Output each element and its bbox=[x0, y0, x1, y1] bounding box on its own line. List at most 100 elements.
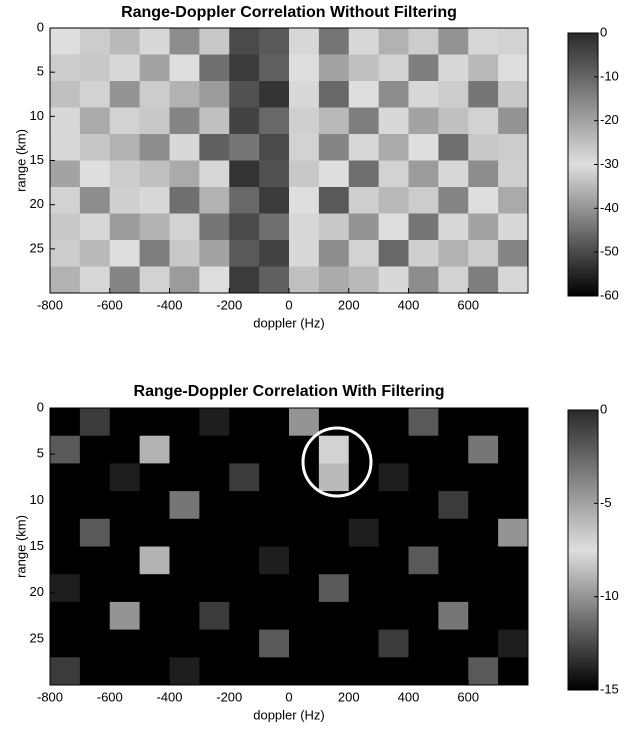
heatmap-cell bbox=[438, 28, 469, 55]
heatmap-cell bbox=[79, 266, 111, 294]
heatmap-cell bbox=[318, 463, 350, 492]
heatmap-cell bbox=[109, 54, 141, 82]
heatmap-cell bbox=[169, 266, 200, 294]
heatmap-cell bbox=[378, 491, 409, 520]
heatmap-cell bbox=[199, 601, 230, 631]
heatmap-cell bbox=[378, 601, 409, 631]
heatmap-cell bbox=[229, 240, 260, 267]
heatmap-cell bbox=[79, 601, 111, 631]
heatmap-cell bbox=[498, 28, 529, 55]
heatmap-cell bbox=[169, 574, 200, 603]
heatmap-cell bbox=[229, 134, 260, 161]
heatmap-cell bbox=[229, 160, 260, 188]
colorbar bbox=[567, 32, 599, 297]
heatmap-cell bbox=[289, 28, 320, 55]
colorbar-tick-label: -20 bbox=[600, 112, 619, 127]
heatmap-cell bbox=[169, 240, 200, 267]
heatmap-cell bbox=[318, 629, 350, 658]
heatmap-cell bbox=[79, 187, 111, 214]
heatmap-cell bbox=[408, 81, 439, 108]
heatmap-cell bbox=[139, 160, 170, 188]
heatmap-cell bbox=[229, 463, 260, 492]
heatmap-cell bbox=[229, 546, 260, 575]
heatmap-cell bbox=[289, 160, 320, 188]
heatmap-cell bbox=[468, 213, 499, 241]
heatmap-cell bbox=[139, 574, 170, 603]
y-tick-label: 5 bbox=[37, 446, 44, 461]
heatmap-cell bbox=[109, 601, 141, 631]
heatmap-cell bbox=[229, 574, 260, 603]
heatmap-cell bbox=[498, 546, 529, 575]
heatmap-cell bbox=[259, 435, 290, 464]
heatmap-cell bbox=[50, 187, 81, 214]
heatmap-cell bbox=[438, 213, 469, 241]
y-tick-label: 20 bbox=[30, 196, 44, 211]
heatmap-cell bbox=[408, 435, 439, 464]
heatmap-cell bbox=[289, 518, 320, 547]
x-tick-label: 0 bbox=[285, 297, 292, 312]
heatmap-cell bbox=[498, 574, 529, 603]
heatmap-cell bbox=[199, 28, 230, 55]
x-tick-label: -400 bbox=[156, 689, 182, 704]
heatmap-cell bbox=[289, 54, 320, 82]
heatmap-cell bbox=[79, 657, 111, 686]
heatmap-cell bbox=[229, 435, 260, 464]
heatmap-cell bbox=[438, 629, 469, 658]
heatmap-cell bbox=[408, 657, 439, 686]
heatmap-cell bbox=[348, 160, 380, 188]
heatmap-cell bbox=[229, 54, 260, 82]
heatmap-cell bbox=[109, 160, 141, 188]
heatmap-cell bbox=[109, 81, 141, 108]
heatmap-cell bbox=[438, 81, 469, 108]
heatmap-cell bbox=[348, 574, 380, 603]
heatmap-cell bbox=[468, 28, 499, 55]
heatmap-cell bbox=[229, 408, 260, 437]
heatmap-cell bbox=[259, 160, 290, 188]
heatmap-cell bbox=[169, 28, 200, 55]
colorbar-tick-label: -5 bbox=[600, 495, 612, 510]
heatmap-cell bbox=[109, 134, 141, 161]
heatmap-cell bbox=[79, 81, 111, 108]
heatmap-cell bbox=[318, 240, 350, 267]
heatmap-cell bbox=[498, 491, 529, 520]
heatmap-cell bbox=[109, 574, 141, 603]
heatmap-cell bbox=[50, 54, 81, 82]
heatmap-cell bbox=[139, 266, 170, 294]
colorbar-tick-label: -60 bbox=[600, 287, 619, 302]
heatmap-cell bbox=[348, 213, 380, 241]
heatmap-cell bbox=[109, 187, 141, 214]
heatmap-cell bbox=[169, 629, 200, 658]
heatmap-cell bbox=[348, 187, 380, 214]
heatmap-cell bbox=[109, 213, 141, 241]
heatmap-cell bbox=[438, 601, 469, 631]
heatmap-cell bbox=[229, 657, 260, 686]
heatmap-cell bbox=[468, 601, 499, 631]
heatmap-cell bbox=[79, 435, 111, 464]
heatmap-cell bbox=[50, 107, 81, 135]
heatmap-cell bbox=[408, 213, 439, 241]
heatmap-cell bbox=[348, 54, 380, 82]
y-tick-label: 0 bbox=[37, 19, 44, 34]
colorbar-tick-label: -50 bbox=[600, 244, 619, 259]
heatmap-cell bbox=[438, 435, 469, 464]
heatmap-cell bbox=[438, 107, 469, 135]
heatmap-cell bbox=[378, 213, 409, 241]
heatmap-cell bbox=[259, 463, 290, 492]
heatmap-cell bbox=[348, 601, 380, 631]
chart-title: Range-Doppler Correlation With Filtering bbox=[134, 383, 445, 400]
heatmap-cell bbox=[259, 574, 290, 603]
y-tick-label: 0 bbox=[37, 399, 44, 414]
heatmap-cell bbox=[498, 463, 529, 492]
heatmap-cell bbox=[199, 213, 230, 241]
heatmap-cell bbox=[229, 187, 260, 214]
heatmap-cell bbox=[318, 54, 350, 82]
heatmap-cell bbox=[139, 187, 170, 214]
heatmap-cell bbox=[169, 601, 200, 631]
heatmap-cell bbox=[199, 81, 230, 108]
heatmap-cell bbox=[408, 54, 439, 82]
heatmap-cell bbox=[289, 546, 320, 575]
colorbar-tick-label: -10 bbox=[600, 588, 619, 603]
heatmap-cell bbox=[468, 134, 499, 161]
y-tick-label: 5 bbox=[37, 64, 44, 79]
heatmap-cell bbox=[348, 134, 380, 161]
